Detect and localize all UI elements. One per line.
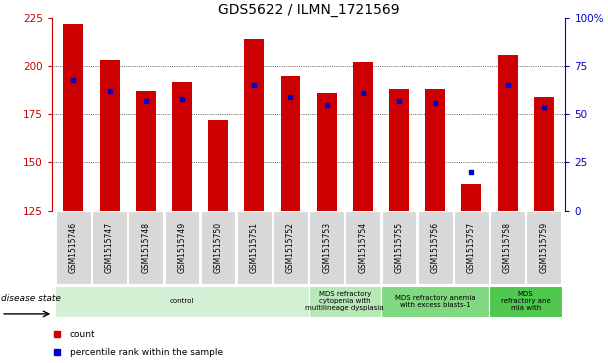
Bar [244, 39, 264, 211]
Text: GSM1515759: GSM1515759 [539, 222, 548, 273]
Bar [497, 55, 517, 211]
Bar [172, 82, 192, 211]
Bar [461, 184, 482, 211]
Text: GSM1515757: GSM1515757 [467, 222, 476, 273]
Text: GSM1515749: GSM1515749 [178, 222, 187, 273]
Text: disease state: disease state [1, 294, 61, 303]
Bar [345, 211, 380, 284]
Bar [237, 211, 272, 284]
Bar [454, 211, 489, 284]
Bar [208, 120, 228, 211]
Text: GSM1515756: GSM1515756 [430, 222, 440, 273]
Bar [489, 286, 562, 317]
Bar [56, 211, 91, 284]
Bar [128, 211, 163, 284]
Text: GSM1515747: GSM1515747 [105, 222, 114, 273]
Text: percentile rank within the sample: percentile rank within the sample [70, 348, 223, 357]
Title: GDS5622 / ILMN_1721569: GDS5622 / ILMN_1721569 [218, 3, 399, 17]
Text: count: count [70, 330, 95, 339]
Bar [308, 286, 381, 317]
Bar [136, 91, 156, 211]
Text: MDS refractory
cytopenia with
multilineage dysplasia: MDS refractory cytopenia with multilinea… [305, 291, 384, 311]
Text: GSM1515746: GSM1515746 [69, 222, 78, 273]
Bar [418, 211, 452, 284]
Text: GSM1515750: GSM1515750 [213, 222, 223, 273]
Bar [534, 97, 554, 211]
Bar [55, 286, 308, 317]
Bar [317, 93, 337, 211]
Bar [100, 61, 120, 211]
Text: GSM1515752: GSM1515752 [286, 222, 295, 273]
Bar [63, 24, 83, 211]
Bar [273, 211, 308, 284]
Text: GSM1515748: GSM1515748 [141, 222, 150, 273]
Bar [381, 286, 489, 317]
Text: GSM1515754: GSM1515754 [358, 222, 367, 273]
Text: GSM1515758: GSM1515758 [503, 222, 512, 273]
Bar [353, 62, 373, 211]
Bar [280, 76, 300, 211]
Bar [165, 211, 199, 284]
Bar [382, 211, 416, 284]
Text: MDS
refractory ane
mia with: MDS refractory ane mia with [501, 291, 550, 311]
Bar [309, 211, 344, 284]
Bar [527, 211, 561, 284]
Text: MDS refractory anemia
with excess blasts-1: MDS refractory anemia with excess blasts… [395, 295, 475, 308]
Text: GSM1515755: GSM1515755 [395, 222, 404, 273]
Bar [201, 211, 235, 284]
Bar [425, 89, 445, 211]
Bar [92, 211, 127, 284]
Text: control: control [170, 298, 194, 304]
Text: GSM1515753: GSM1515753 [322, 222, 331, 273]
Text: GSM1515751: GSM1515751 [250, 222, 259, 273]
Bar [490, 211, 525, 284]
Bar [389, 89, 409, 211]
